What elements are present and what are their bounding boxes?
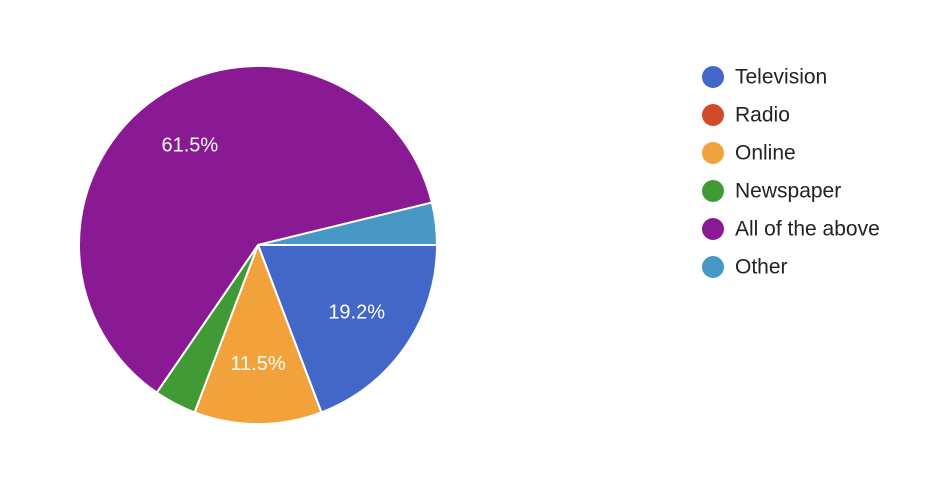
legend-swatch [702, 218, 724, 240]
slice-label: 11.5% [230, 353, 285, 375]
legend-label: Other [735, 256, 788, 279]
legend-swatch [702, 142, 724, 164]
pie-slice [257, 201, 439, 246]
slice-label: 61.5% [161, 135, 218, 157]
slice-label: 19.2% [328, 301, 385, 323]
pie-slice [193, 242, 323, 425]
legend-label: Television [735, 66, 827, 89]
legend-swatch [702, 104, 724, 126]
legend-swatch [702, 66, 724, 88]
legend-label: Radio [735, 104, 790, 127]
pie-slice [256, 244, 439, 414]
legend-label: Newspaper [735, 180, 841, 203]
legend-swatch [702, 256, 724, 278]
pie-slice [78, 65, 434, 395]
legend-swatch [702, 180, 724, 202]
legend-label: All of the above [735, 218, 880, 241]
legend-label: Online [735, 142, 796, 165]
